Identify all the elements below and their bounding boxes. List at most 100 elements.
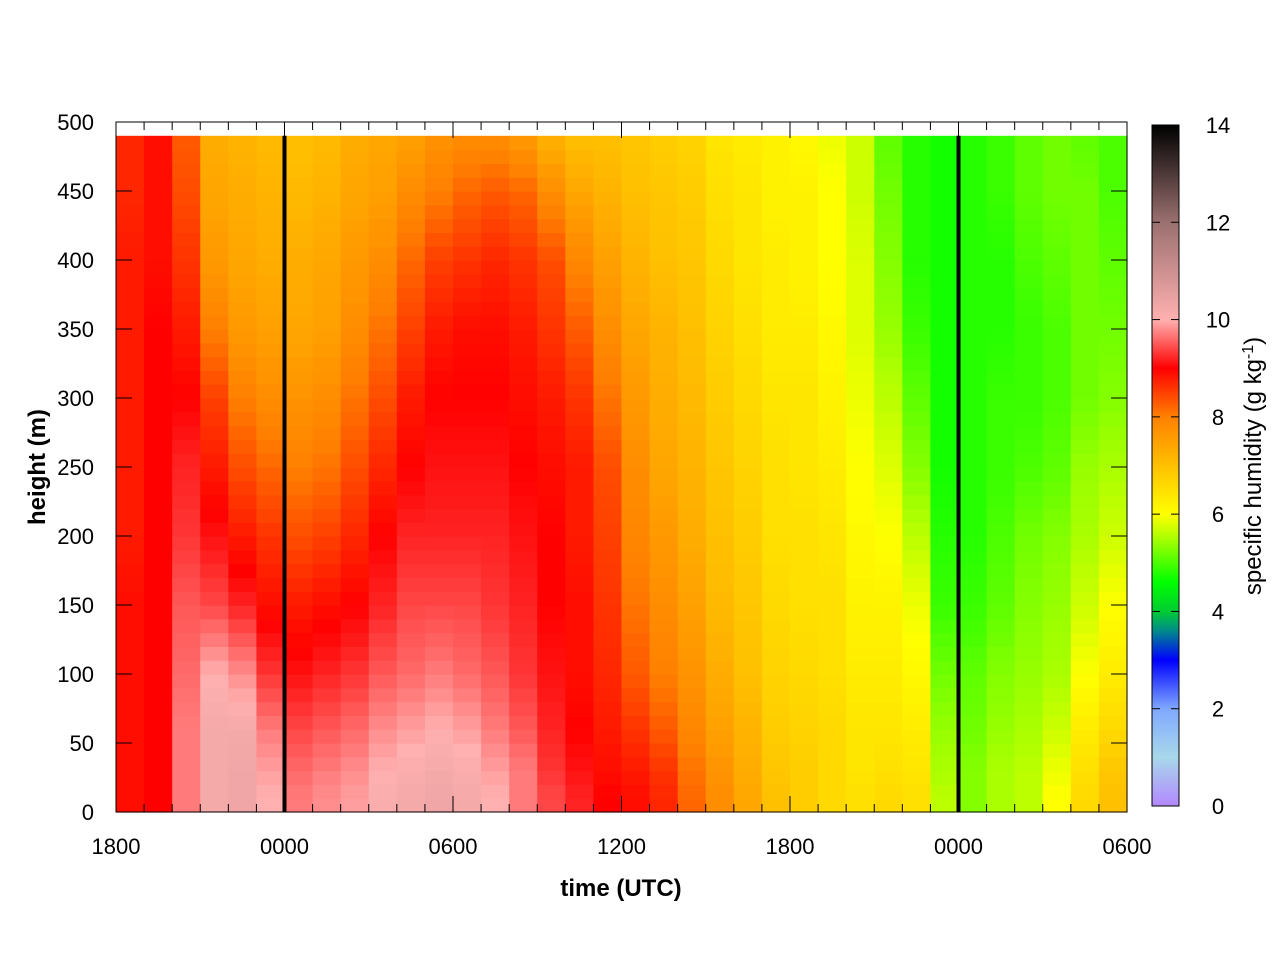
heatmap-cell xyxy=(340,329,370,344)
heatmap-cell xyxy=(790,687,819,703)
heatmap-cell xyxy=(761,577,791,592)
heatmap-cell xyxy=(1070,605,1100,620)
heatmap-cell xyxy=(424,287,454,302)
heatmap-cell xyxy=(818,549,847,565)
heatmap-cell xyxy=(172,356,201,371)
heatmap-cell xyxy=(228,204,258,220)
heatmap-cell xyxy=(424,439,454,454)
heatmap-cell xyxy=(453,536,482,551)
heatmap-cell xyxy=(537,632,566,647)
heatmap-cell xyxy=(144,784,173,799)
heatmap-cell xyxy=(1042,646,1072,661)
colorbar-tick-label: 6 xyxy=(1212,502,1224,527)
heatmap-cell xyxy=(368,191,398,206)
heatmap-cell xyxy=(705,674,735,689)
heatmap-cell xyxy=(312,674,342,689)
heatmap-cell xyxy=(818,356,847,371)
heatmap-cell xyxy=(902,549,932,565)
heatmap-cell xyxy=(396,425,426,440)
heatmap-cell xyxy=(649,480,679,496)
heatmap-cell xyxy=(930,494,960,509)
heatmap-cell xyxy=(481,287,510,302)
heatmap-cell xyxy=(172,591,201,606)
heatmap-cell xyxy=(1014,618,1044,634)
heatmap-cell xyxy=(396,260,426,275)
heatmap-cell xyxy=(481,715,510,730)
heatmap-cell xyxy=(537,563,566,578)
heatmap-cell xyxy=(818,687,847,703)
heatmap-cell xyxy=(1070,425,1100,440)
heatmap-cell xyxy=(902,701,932,716)
heatmap-cell xyxy=(172,273,201,289)
heatmap-cell xyxy=(874,287,903,302)
heatmap-cell xyxy=(509,577,538,592)
heatmap-cell xyxy=(368,398,398,413)
heatmap-cell xyxy=(790,536,819,551)
heatmap-cell xyxy=(340,467,370,482)
heatmap-cell xyxy=(172,204,201,220)
heatmap-cell xyxy=(790,342,819,358)
heatmap-cell xyxy=(340,743,370,758)
heatmap-cell xyxy=(761,729,791,744)
heatmap-cell xyxy=(200,232,229,247)
heatmap-cell xyxy=(284,605,314,620)
heatmap-cell xyxy=(761,425,791,440)
heatmap-cell xyxy=(116,246,145,261)
heatmap-cell xyxy=(790,660,819,675)
heatmap-cell xyxy=(228,563,258,578)
heatmap-cell xyxy=(705,135,735,151)
heatmap-cell xyxy=(649,218,679,233)
heatmap-cell xyxy=(790,453,819,468)
heatmap-cell xyxy=(705,701,735,716)
heatmap-cell xyxy=(677,508,707,523)
heatmap-cell xyxy=(256,674,286,689)
heatmap-cell xyxy=(930,204,960,220)
heatmap-cell xyxy=(228,536,258,551)
heatmap-cell xyxy=(1098,536,1128,551)
heatmap-cell xyxy=(200,370,229,385)
heatmap-cell xyxy=(986,756,1016,772)
heatmap-cell xyxy=(986,273,1016,289)
heatmap-cell xyxy=(677,563,707,578)
heatmap-cell xyxy=(649,798,679,813)
heatmap-cell xyxy=(396,342,426,358)
heatmap-cell xyxy=(958,646,988,661)
heatmap-cell xyxy=(958,467,988,482)
heatmap-cell xyxy=(368,577,398,592)
heatmap-cell xyxy=(481,135,510,151)
heatmap-cell xyxy=(818,632,847,647)
heatmap-cell xyxy=(565,577,595,592)
heatmap-cell xyxy=(761,260,791,275)
heatmap-cell xyxy=(481,329,510,344)
heatmap-cell xyxy=(424,425,454,440)
heatmap-cell xyxy=(284,218,314,233)
heatmap-cell xyxy=(509,356,538,371)
heatmap-cell xyxy=(677,743,707,758)
heatmap-cell xyxy=(790,674,819,689)
heatmap-cell xyxy=(144,660,173,675)
heatmap-cell xyxy=(1014,356,1044,371)
heatmap-cell xyxy=(790,743,819,758)
heatmap-cell xyxy=(1070,674,1100,689)
heatmap-cell xyxy=(284,508,314,523)
heatmap-cell xyxy=(509,770,538,785)
heatmap-cell xyxy=(172,660,201,675)
heatmap-cell xyxy=(424,701,454,716)
heatmap-cell xyxy=(593,273,623,289)
heatmap-cell xyxy=(818,674,847,689)
heatmap-cell xyxy=(621,646,651,661)
heatmap-cell xyxy=(761,204,791,220)
heatmap-cell xyxy=(509,536,538,551)
heatmap-cell xyxy=(481,246,510,261)
heatmap-cell xyxy=(958,563,988,578)
heatmap-cell xyxy=(790,605,819,620)
heatmap-cell xyxy=(256,260,286,275)
heatmap-cell xyxy=(144,246,173,261)
heatmap-cell xyxy=(705,301,735,316)
heatmap-cell xyxy=(116,411,145,427)
heatmap-cell xyxy=(705,591,735,606)
heatmap-cell xyxy=(453,287,482,302)
heatmap-cell xyxy=(284,660,314,675)
heatmap-cell xyxy=(116,218,145,233)
heatmap-cell xyxy=(1070,218,1100,233)
